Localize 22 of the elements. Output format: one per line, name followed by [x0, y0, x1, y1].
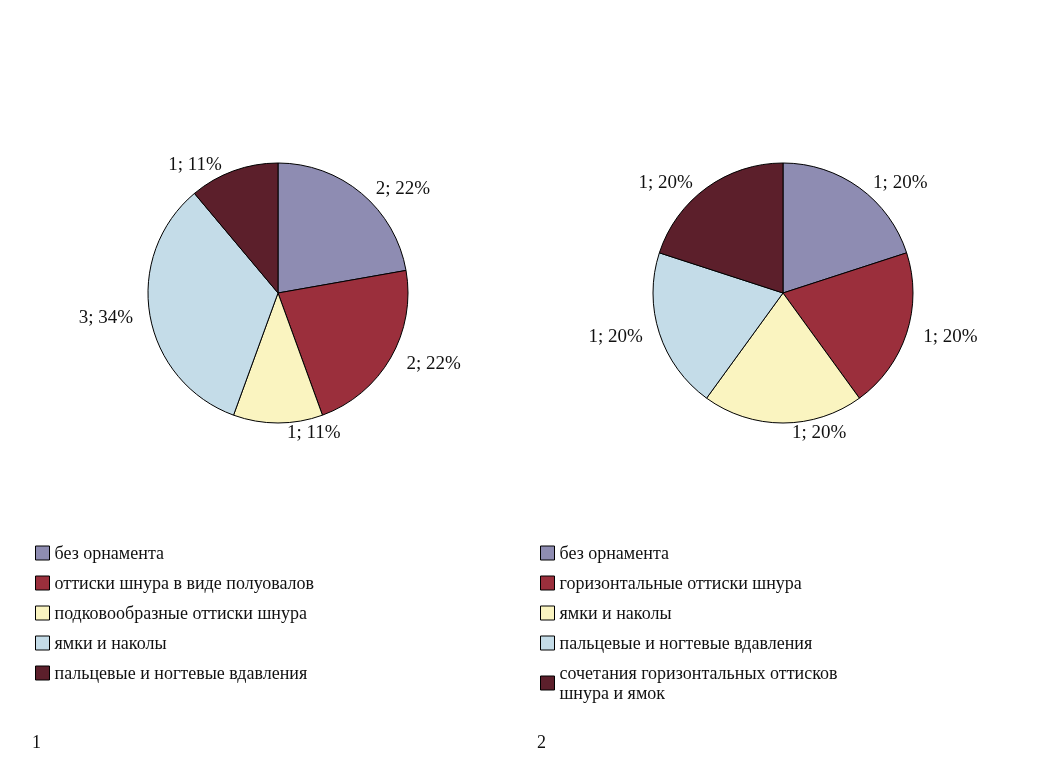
legend-label: горизонтальные оттиски шнура [559, 573, 802, 593]
data-label: 2; 22% [375, 176, 431, 198]
data-label: 2; 22% [406, 351, 462, 373]
data-label: 1; 20% [792, 420, 847, 442]
legend-label: пальцевые и ногтевые вдавления [54, 663, 308, 683]
data-label: 1; 20% [638, 170, 694, 192]
legend-label: без орнамента [54, 543, 164, 563]
data-label: 1; 20% [873, 170, 928, 192]
legend-label: без орнамента [559, 543, 669, 563]
legend-label: подковообразные оттиски шнура [54, 603, 307, 623]
data-label: 1; 11% [287, 420, 341, 442]
data-label: 1; 11% [168, 152, 222, 174]
data-label: 1; 20% [588, 325, 643, 347]
legend-label: оттиски шнура в виде полуовалов [54, 573, 315, 593]
legend-label: сочетания горизонтальных оттисков шнура и ямок [559, 663, 838, 703]
data-label: 3; 34% [78, 306, 134, 328]
text: 2 [537, 732, 546, 752]
legend-label: ямки и наколы [54, 633, 167, 653]
text: 1 [32, 732, 41, 752]
data-label: 1; 20% [923, 325, 978, 347]
legend-label: ямки и наколы [559, 603, 672, 623]
legend-label: пальцевые и ногтевые вдавления [559, 633, 813, 653]
